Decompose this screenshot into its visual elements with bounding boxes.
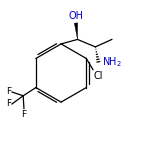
Polygon shape <box>74 23 78 39</box>
Text: F: F <box>21 110 26 119</box>
Text: F: F <box>6 99 11 109</box>
Text: NH$_2$: NH$_2$ <box>102 55 122 69</box>
Text: F: F <box>6 87 11 96</box>
Text: OH: OH <box>69 11 83 21</box>
Text: Cl: Cl <box>94 71 103 81</box>
